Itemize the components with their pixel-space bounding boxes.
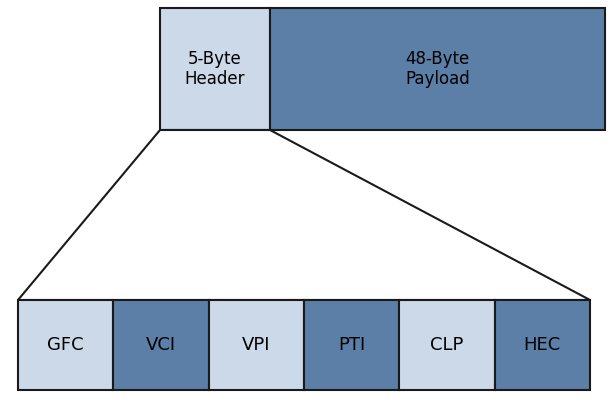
Text: GFC: GFC <box>47 336 84 354</box>
Bar <box>304 300 399 390</box>
Bar <box>270 8 605 130</box>
Text: VPI: VPI <box>242 336 271 354</box>
Text: VCI: VCI <box>146 336 176 354</box>
Bar <box>208 300 304 390</box>
Bar <box>113 300 208 390</box>
Text: 5-Byte
Header: 5-Byte Header <box>184 50 245 88</box>
Polygon shape <box>18 130 590 300</box>
Bar <box>18 300 113 390</box>
Text: CLP: CLP <box>430 336 464 354</box>
Bar <box>494 300 590 390</box>
Bar <box>160 8 270 130</box>
Text: 48-Byte
Payload: 48-Byte Payload <box>405 50 470 88</box>
Text: HEC: HEC <box>524 336 561 354</box>
Text: PTI: PTI <box>338 336 365 354</box>
Bar <box>399 300 494 390</box>
